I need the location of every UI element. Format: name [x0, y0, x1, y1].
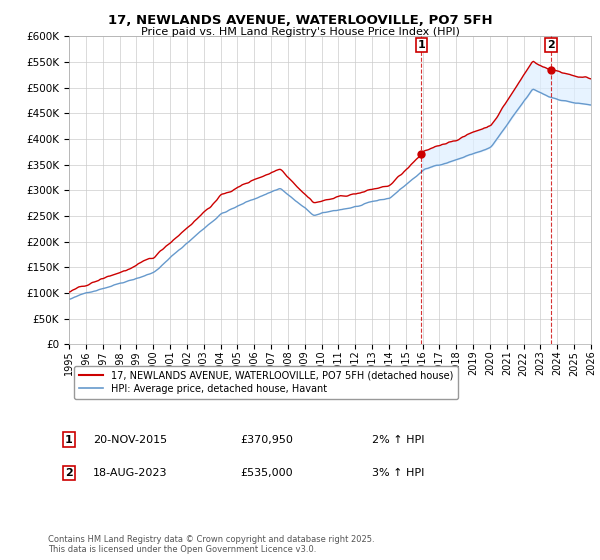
Text: 1: 1: [65, 435, 73, 445]
Text: £535,000: £535,000: [240, 468, 293, 478]
Text: £370,950: £370,950: [240, 435, 293, 445]
Text: 3% ↑ HPI: 3% ↑ HPI: [372, 468, 424, 478]
Text: 20-NOV-2015: 20-NOV-2015: [93, 435, 167, 445]
Text: 18-AUG-2023: 18-AUG-2023: [93, 468, 167, 478]
Text: 2: 2: [65, 468, 73, 478]
Text: 1: 1: [418, 40, 425, 50]
Text: Price paid vs. HM Land Registry's House Price Index (HPI): Price paid vs. HM Land Registry's House …: [140, 27, 460, 37]
Text: 2% ↑ HPI: 2% ↑ HPI: [372, 435, 425, 445]
Text: Contains HM Land Registry data © Crown copyright and database right 2025.
This d: Contains HM Land Registry data © Crown c…: [48, 535, 374, 554]
Legend: 17, NEWLANDS AVENUE, WATERLOOVILLE, PO7 5FH (detached house), HPI: Average price: 17, NEWLANDS AVENUE, WATERLOOVILLE, PO7 …: [74, 366, 458, 399]
Text: 17, NEWLANDS AVENUE, WATERLOOVILLE, PO7 5FH: 17, NEWLANDS AVENUE, WATERLOOVILLE, PO7 …: [107, 14, 493, 27]
Text: 2: 2: [547, 40, 555, 50]
